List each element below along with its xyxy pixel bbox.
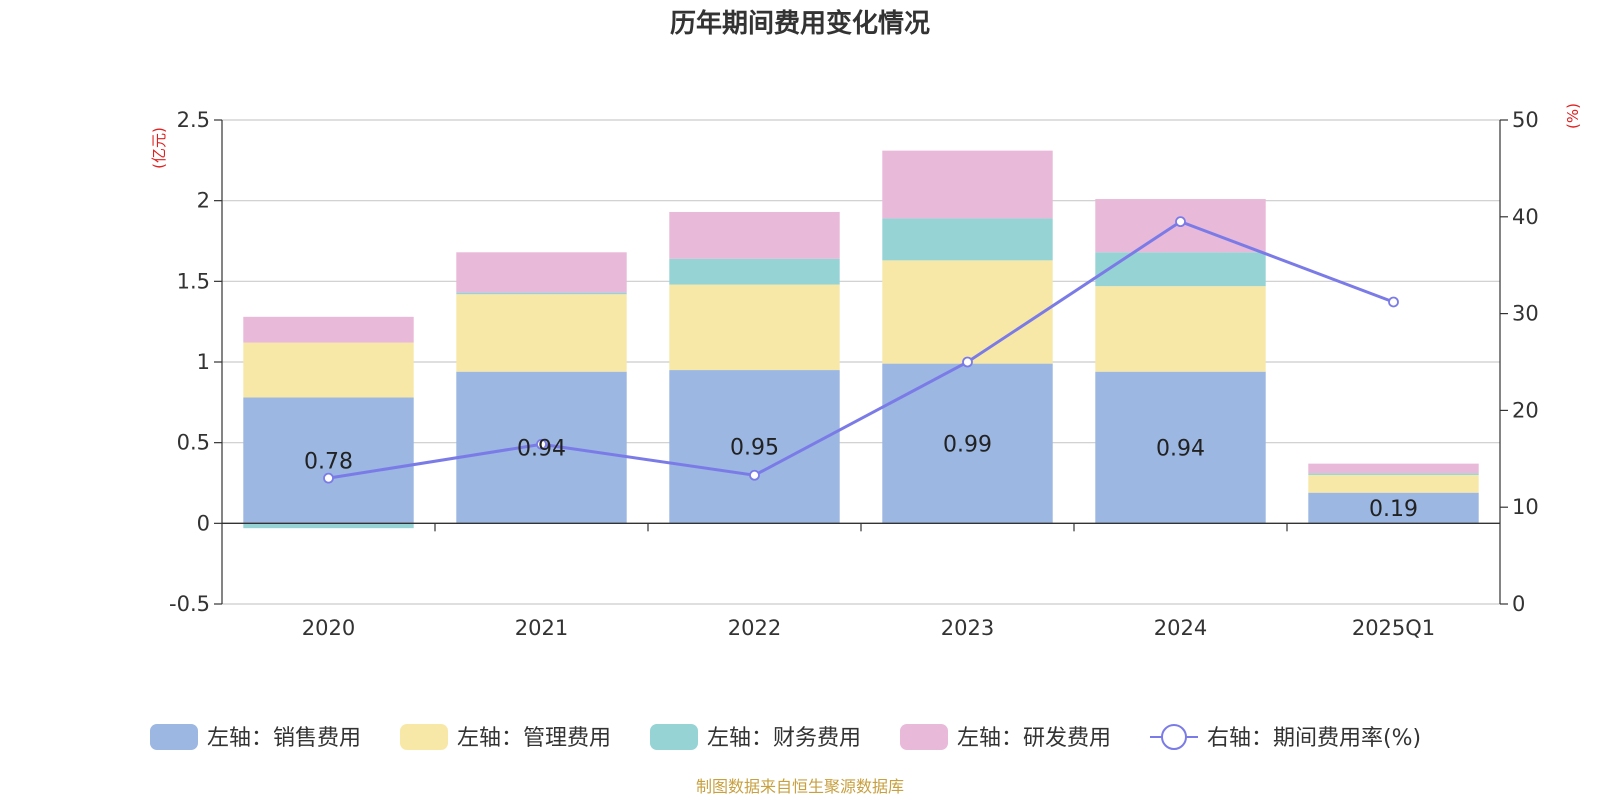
bar	[1308, 473, 1479, 475]
y-right-unit-label: (%)	[1564, 103, 1582, 129]
y-left-tick-label: 0.5	[177, 431, 210, 455]
rate-line-point	[1175, 216, 1186, 228]
y-left-unit-label: (亿元)	[150, 127, 168, 169]
bar-data-label: 0.19	[1369, 497, 1418, 522]
bar	[882, 260, 1053, 364]
bar	[456, 292, 627, 295]
y-left-tick-label: 2.5	[177, 108, 210, 132]
y-right-tick-label: 0	[1512, 592, 1525, 616]
legend-label: 左轴：研发费用	[957, 726, 1111, 751]
bar	[669, 211, 840, 259]
y-left-tick-label: 0	[197, 511, 210, 535]
legend-label: 左轴：销售费用	[207, 726, 361, 751]
bar	[1095, 252, 1266, 287]
y-left-tick-label: 1.5	[177, 269, 210, 293]
rate-line-point	[323, 472, 334, 484]
rate-line-point	[536, 438, 547, 450]
bar	[1308, 474, 1479, 493]
axes: -0.5 0 0.5 1 1.5 2 2.5 0 10 20 30 40 50 2020 2021 2022 2…	[169, 108, 1539, 640]
y-right-tick-label: 40	[1512, 205, 1539, 229]
bar	[243, 523, 414, 529]
x-tick-label: 2025Q1	[1352, 616, 1435, 640]
x-tick-label: 2021	[515, 616, 568, 640]
legend-swatch	[150, 724, 198, 750]
bar-data-label: 0.78	[304, 449, 353, 474]
y-right-tick-label: 50	[1512, 108, 1539, 132]
bar	[456, 252, 627, 293]
x-tick-label: 2022	[728, 616, 781, 640]
data-labels: 0.78 0.94 0.95 0.99 0.94 0.19	[304, 432, 1418, 522]
y-left-tick-label: 2	[197, 189, 210, 213]
rate-line-point	[749, 469, 760, 481]
bar-data-label: 0.94	[517, 437, 566, 462]
bar	[1308, 492, 1479, 524]
bars	[243, 150, 1479, 529]
legend: 左轴：销售费用 左轴：管理费用 左轴：财务费用 左轴：研发费用 右轴：期间费用率(%)	[150, 724, 1421, 751]
rate-line-path	[328, 219, 1395, 480]
chart-title: 历年期间费用变化情况	[670, 8, 930, 39]
bar-data-label: 0.95	[730, 436, 779, 461]
bar-data-label: 0.94	[1156, 437, 1205, 462]
rate-line	[323, 216, 1399, 484]
bar-data-label: 0.99	[943, 432, 992, 457]
legend-marker	[1161, 724, 1187, 750]
bar	[669, 258, 840, 285]
legend-swatch	[900, 724, 948, 750]
source-note: 制图数据来自恒生聚源数据库	[696, 777, 904, 796]
bar	[669, 284, 840, 371]
x-tick-label: 2024	[1154, 616, 1207, 640]
legend-label: 右轴：期间费用率(%)	[1207, 726, 1421, 751]
bar	[882, 363, 1053, 524]
x-tick-label: 2023	[941, 616, 994, 640]
bar	[882, 150, 1053, 219]
bar	[243, 397, 414, 524]
x-tick-label: 2020	[302, 616, 355, 640]
bar	[1308, 463, 1479, 474]
y-right-tick-label: 10	[1512, 495, 1539, 519]
y-left-tick-label: 1	[197, 350, 210, 374]
legend-swatch	[650, 724, 698, 750]
bar	[882, 218, 1053, 261]
y-right-tick-label: 20	[1512, 398, 1539, 422]
bar	[1095, 286, 1266, 372]
legend-label: 左轴：财务费用	[707, 726, 861, 751]
bar	[1095, 371, 1266, 524]
bar	[243, 316, 414, 343]
legend-swatch	[400, 724, 448, 750]
y-right-tick-label: 30	[1512, 302, 1539, 326]
rate-line-point	[962, 356, 973, 368]
legend-label: 左轴：管理费用	[457, 726, 611, 751]
rate-line-point	[1388, 296, 1399, 308]
y-left-tick-label: -0.5	[169, 592, 210, 616]
bar	[456, 294, 627, 372]
bar	[243, 342, 414, 398]
